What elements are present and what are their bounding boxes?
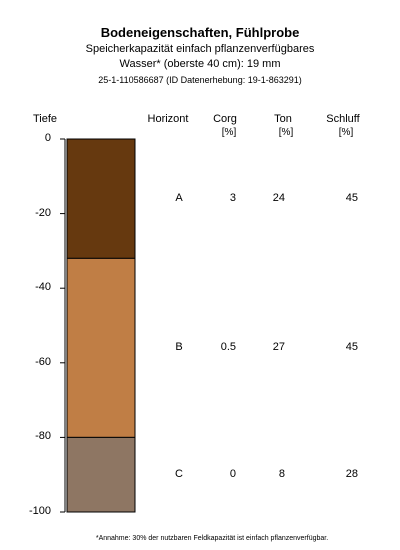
corg-value: 0.5 [220,340,236,353]
depth-tick-label: -40 [35,281,51,294]
corg-column-header: Corg [213,113,237,125]
ton-value: 24 [272,191,285,204]
depth-tick-label: -100 [28,505,51,517]
depth-tick-label: 0 [44,132,51,144]
chart-subtitle-line2: Wasser* (oberste 40 cm): 19 mm [119,58,281,70]
horizon-column-header: Horizont [147,113,189,125]
depth-tick-label: -80 [35,430,51,443]
chart-id-line: 25-1-110586687 (ID Datenerhebung: 19-1-8… [98,75,302,85]
ton-value: 8 [278,467,285,480]
schluff-value: 45 [345,191,358,204]
schluff-value: 28 [345,467,358,480]
depth-axis-label: Tiefe [33,113,58,125]
corg-value: 3 [229,191,236,204]
schluff-value: 45 [345,340,358,353]
horizon-name: B [175,340,183,353]
ton-unit-label: [%] [278,127,294,138]
chart-title: Bodeneigenschaften, Fühlprobe [100,25,300,40]
chart-subtitle-line1: Speicherkapazität einfach pflanzenverfüg… [85,43,315,55]
horizon-layer-b [66,257,136,438]
schluff-column-header: Schluff [326,113,360,125]
ton-value: 27 [272,340,285,353]
horizon-layer-c [66,436,136,513]
corg-value: 0 [229,467,236,480]
ton-column-header: Ton [274,113,292,125]
horizon-name: A [175,191,183,204]
depth-tick-label: -20 [35,206,51,219]
horizon-name: C [175,467,183,480]
horizon-layer-a [66,138,136,259]
footnote: *Annahme: 30% der nutzbaren Feldkapazitä… [95,535,329,542]
corg-unit-label: [%] [221,127,237,138]
schluff-unit-label: [%] [338,127,354,138]
depth-tick-label: -60 [35,355,51,368]
